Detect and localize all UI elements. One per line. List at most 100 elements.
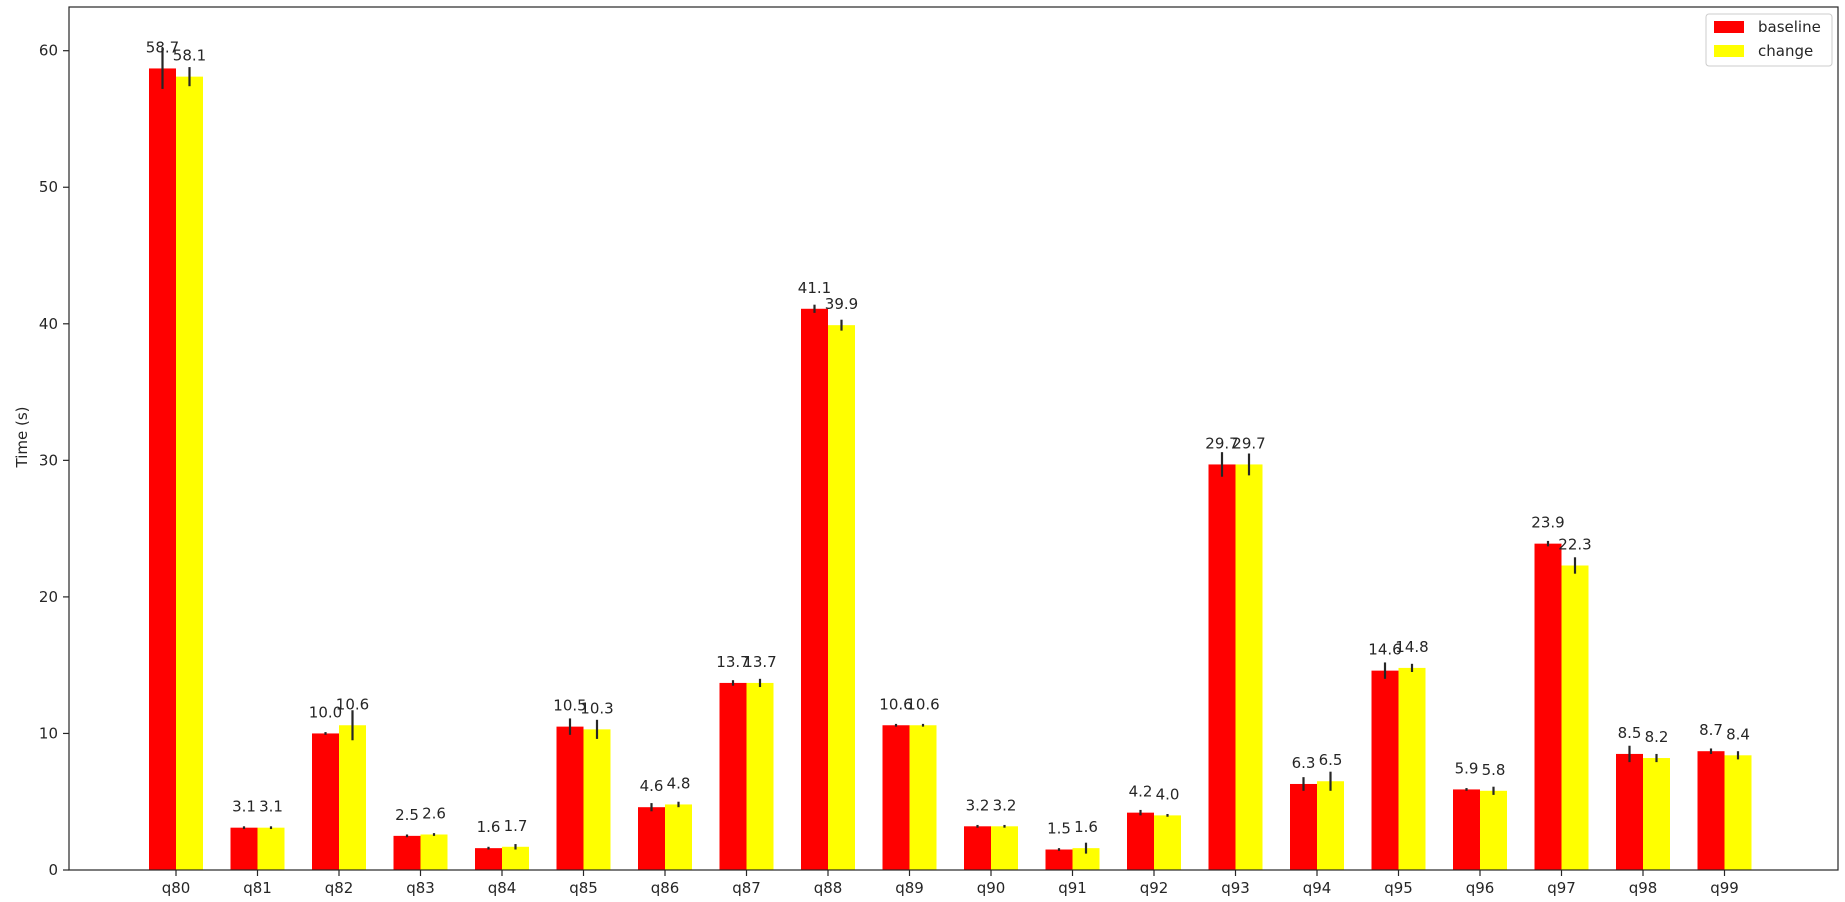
x-tick-label-q89: q89 (895, 879, 924, 897)
bar-label-baseline-q94: 6.3 (1292, 754, 1316, 772)
bar-label-change-q94: 6.5 (1319, 751, 1343, 769)
x-tick-label-q80: q80 (162, 879, 191, 897)
legend-label-baseline: baseline (1758, 18, 1821, 36)
x-tick-label-q94: q94 (1303, 879, 1332, 897)
bar-label-baseline-q90: 3.2 (966, 796, 990, 814)
bar-baseline-q93 (1208, 464, 1236, 870)
y-axis-label: Time (s) (13, 407, 31, 469)
legend: baseline change (1705, 13, 1833, 67)
bar-baseline-q83 (393, 835, 421, 870)
bar-change-q94 (1317, 781, 1344, 870)
bar-label-baseline-q84: 1.6 (477, 818, 501, 836)
bar-change-q91 (1072, 848, 1100, 870)
bar-change-q87 (746, 682, 774, 870)
bar-change-q92 (1154, 815, 1181, 870)
bar-label-change-q86: 4.8 (667, 774, 691, 792)
bar-label-baseline-q96: 5.9 (1455, 759, 1479, 777)
bar-label-baseline-q97: 23.9 (1531, 514, 1564, 532)
bar-baseline-q94 (1290, 783, 1317, 870)
bar-label-change-q80: 58.1 (173, 47, 206, 65)
bar-baseline-q88 (801, 308, 828, 871)
bar-label-change-q93: 29.7 (1232, 434, 1265, 452)
x-tick-label-q85: q85 (569, 879, 598, 897)
axes-layer: 0 10 20 30 40 50 60 q80 q81 q82 q83 q84 q85 q86 q87 q88… (39, 6, 1839, 897)
bar-baseline-q87 (719, 682, 747, 870)
bar-label-change-q95: 14.8 (1395, 638, 1428, 656)
bar-label-change-q82: 10.6 (336, 695, 369, 713)
bar-baseline-q97 (1534, 543, 1562, 870)
bar-label-baseline-q80: 58.7 (146, 38, 179, 56)
bar-label-change-q83: 2.6 (422, 804, 446, 822)
x-tick-label-q88: q88 (814, 879, 843, 897)
bar-baseline-q86 (638, 807, 665, 870)
x-tick-label-q97: q97 (1547, 879, 1576, 897)
bar-label-change-q84: 1.7 (504, 817, 528, 835)
y-tick-label: 10 (39, 724, 58, 742)
bar-label-change-q92: 4.0 (1156, 785, 1180, 803)
bar-label-change-q88: 39.9 (825, 295, 858, 313)
x-tick-label-q98: q98 (1629, 879, 1658, 897)
bar-baseline-q84 (475, 848, 502, 870)
bar-change-q80 (176, 76, 203, 871)
y-tick-label: 40 (39, 315, 58, 333)
bar-label-baseline-q91: 1.5 (1047, 820, 1071, 838)
y-tick-label: 60 (39, 42, 58, 60)
bar-baseline-q95 (1371, 670, 1399, 870)
bar-baseline-q82 (312, 733, 339, 870)
bar-label-baseline-q92: 4.2 (1129, 783, 1153, 801)
bar-labels-layer: 58.7 3.1 10.0 2.5 1.6 10.5 4.6 13.7 41.1 10.6 3.2 1… (146, 38, 1750, 837)
bar-label-change-q81: 3.1 (259, 798, 283, 816)
x-tick-label-q86: q86 (651, 879, 680, 897)
y-tick-label: 50 (39, 178, 58, 196)
bar-change-q98 (1643, 758, 1670, 870)
bar-label-change-q87: 13.7 (743, 653, 776, 671)
bar-label-baseline-q89: 10.6 (879, 695, 912, 713)
bar-change-q81 (257, 827, 285, 870)
error-bars-layer (161, 47, 1740, 854)
bar-label-change-q85: 10.3 (580, 699, 613, 717)
bar-baseline-q80 (149, 68, 176, 871)
bar-baseline-q90 (964, 826, 991, 870)
bar-change-q89 (909, 725, 937, 870)
bar-label-baseline-q83: 2.5 (395, 806, 419, 824)
x-tick-label-q93: q93 (1221, 879, 1250, 897)
bar-baseline-q89 (882, 725, 910, 870)
bar-label-change-q96: 5.8 (1482, 761, 1506, 779)
bar-label-change-q97: 22.3 (1558, 535, 1591, 553)
x-tick-label-q82: q82 (325, 879, 354, 897)
legend-swatch-change (1714, 45, 1744, 57)
bars-layer (149, 68, 1752, 871)
bar-change-q82 (339, 725, 366, 870)
bar-label-baseline-q88: 41.1 (798, 279, 831, 297)
bar-baseline-q81 (230, 827, 258, 870)
bar-baseline-q92 (1127, 812, 1154, 870)
x-tick-label-q91: q91 (1058, 879, 1087, 897)
x-tick-label-q96: q96 (1466, 879, 1495, 897)
bar-change-q85 (583, 729, 611, 870)
bar-baseline-q91 (1045, 849, 1073, 870)
bar-baseline-q85 (556, 726, 584, 870)
bar-label-baseline-q99: 8.7 (1699, 721, 1723, 739)
bar-baseline-q98 (1616, 753, 1643, 870)
bar-change-q99 (1724, 755, 1752, 870)
bar-change-q86 (665, 804, 692, 870)
bar-change-q84 (502, 846, 529, 870)
x-tick-label-q92: q92 (1140, 879, 1169, 897)
bar-label-change-q90: 3.2 (993, 796, 1017, 814)
legend-swatch-baseline (1714, 21, 1744, 33)
y-tick-label: 30 (39, 451, 58, 469)
x-tick-label-q81: q81 (243, 879, 272, 897)
bar-label-change-q99: 8.4 (1726, 725, 1750, 743)
bar-label-change-q98: 8.2 (1645, 728, 1669, 746)
plot-frame (68, 6, 1839, 871)
x-tick-label-q95: q95 (1384, 879, 1413, 897)
bar-change-q90 (991, 826, 1018, 870)
x-tick-label-q90: q90 (977, 879, 1006, 897)
bar-label-change-q89: 10.6 (906, 695, 939, 713)
bar-label-baseline-q93: 29.7 (1205, 434, 1238, 452)
y-tick-label: 20 (39, 588, 58, 606)
bar-label-baseline-q98: 8.5 (1618, 724, 1642, 742)
x-tick-label-q84: q84 (488, 879, 517, 897)
bar-baseline-q99 (1697, 751, 1725, 870)
bar-baseline-q96 (1453, 789, 1480, 870)
